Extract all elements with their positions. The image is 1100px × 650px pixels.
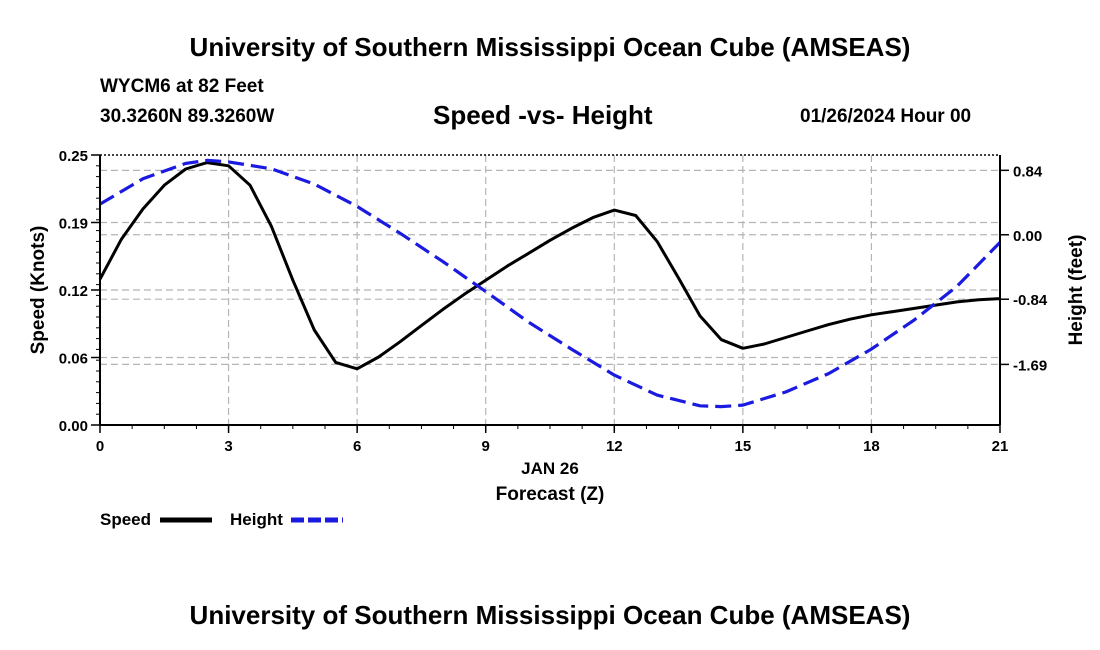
x-tick-label-3: 3 [224,438,232,455]
y-axis-title: Speed (Knots) [28,226,49,355]
y-tick-label-0: 0.00 [59,418,88,435]
series-lines [98,158,1002,409]
legend: Speed Height [100,510,343,529]
footer-title: University of Southern Mississippi Ocean… [189,600,911,630]
station-label: WYCM6 at 82 Feet [100,76,264,97]
series-line-height [99,158,1002,409]
y-tick-label-3: 0.19 [59,216,88,233]
x-tick-label-15: 15 [735,438,752,455]
y2-axis-title: Height (feet) [1066,235,1087,346]
y2-tick-label-0: 0.84 [1013,163,1043,180]
chart-subtitle: Speed -vs- Height [433,100,653,130]
grid-lines [100,155,1000,425]
series-line-speed [98,161,1001,371]
x-tick-label-9: 9 [482,438,490,455]
x-axis-date-label: JAN 26 [521,459,579,478]
y-tick-label-4: 0.25 [59,148,88,165]
y-tick-label-2: 0.12 [59,283,88,300]
legend-label-height: Height [230,510,283,529]
x-tick-label-6: 6 [353,438,361,455]
x-tick-label-0: 0 [96,438,104,455]
station-coordinates: 30.3260N 89.3260W [100,106,275,127]
forecast-datetime: 01/26/2024 Hour 00 [800,106,972,127]
y2-tick-label-3: -1.69 [1013,357,1047,374]
x-axis-title: Forecast (Z) [496,484,605,505]
axes [91,154,1009,433]
axis-labels: 0 3 6 9 12 15 18 21 0.00 0.06 0.12 0.19 0.25 0.84 0.00… [59,148,1048,455]
page-title: University of Southern Mississippi Ocean… [189,32,911,62]
legend-label-speed: Speed [100,510,151,529]
y-tick-label-1: 0.06 [59,351,88,368]
y2-tick-label-2: -0.84 [1013,292,1048,309]
x-tick-label-12: 12 [606,438,623,455]
y2-tick-label-1: 0.00 [1013,228,1042,245]
x-tick-label-21: 21 [992,438,1009,455]
x-tick-label-18: 18 [863,438,880,455]
